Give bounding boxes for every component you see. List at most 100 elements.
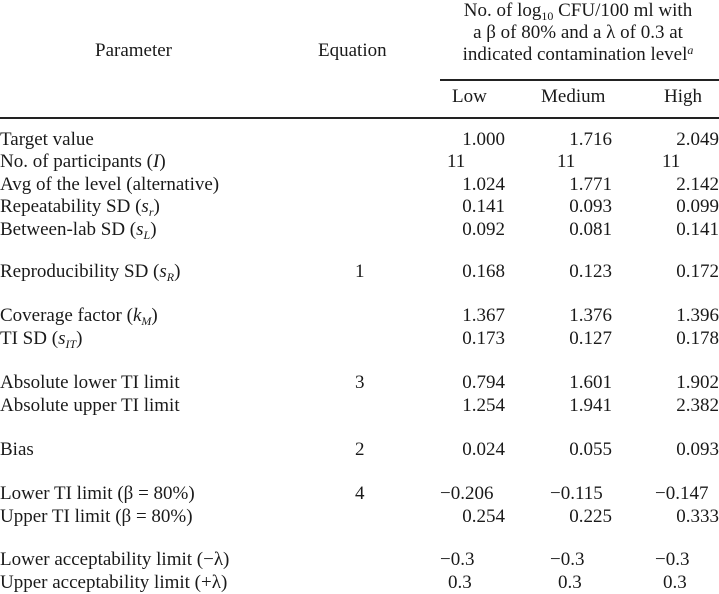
equation-number: 4 <box>355 483 365 504</box>
cell-low: 0.141 <box>462 196 505 217</box>
cell-low: 0.254 <box>462 506 505 527</box>
column-header-medium: Medium <box>541 86 606 107</box>
cell-high: 11 <box>662 151 681 172</box>
row-label-symbol: s <box>136 219 144 240</box>
cell-high: 2.142 <box>676 174 719 195</box>
row-label: Between-lab SD (sL) <box>0 219 157 241</box>
row-label-text: Reproducibility SD ( <box>0 261 160 282</box>
row-label-symbol: s <box>58 328 66 349</box>
equation-number: 1 <box>355 261 365 282</box>
row-label-text: Target value <box>0 129 94 150</box>
span-rule <box>440 79 719 81</box>
row-label: Bias <box>0 439 34 461</box>
cell-high: 0.3 <box>663 572 687 593</box>
row-label-subscript: IT <box>65 337 77 351</box>
cell-low: −0.3 <box>440 549 475 570</box>
row-label-text: Lower TI limit (β = 80%) <box>0 483 195 504</box>
cell-high: 0.333 <box>676 506 719 527</box>
cell-low: 1.000 <box>462 129 505 150</box>
cell-medium: −0.3 <box>550 549 585 570</box>
cell-high: −0.3 <box>655 549 690 570</box>
cell-low: 11 <box>447 151 466 172</box>
cell-high: 2.049 <box>676 129 719 150</box>
header-rule <box>0 117 719 119</box>
row-label: Avg of the level (alternative) <box>0 174 219 196</box>
span-line2: a β of 80% and a λ of 0.3 at <box>473 22 683 43</box>
row-label: TI SD (sIT) <box>0 328 82 350</box>
cell-low: 0.794 <box>462 372 505 393</box>
row-label-subscript: R <box>166 270 175 284</box>
row-label-text: Absolute upper TI limit <box>0 395 180 416</box>
column-header-high: High <box>664 86 702 107</box>
cell-medium: 0.123 <box>569 261 612 282</box>
row-label: No. of participants (I) <box>0 151 166 173</box>
cell-high: 0.141 <box>676 219 719 240</box>
cell-medium: 1.941 <box>569 395 612 416</box>
column-header-low: Low <box>452 86 487 107</box>
row-label: Repeatability SD (sr) <box>0 196 160 218</box>
cell-medium: 0.3 <box>558 572 582 593</box>
cell-low: 0.092 <box>462 219 505 240</box>
row-label-subscript: r <box>148 205 154 219</box>
cell-medium: 0.093 <box>569 196 612 217</box>
row-label-text: No. of participants ( <box>0 151 154 172</box>
row-label: Absolute lower TI limit <box>0 372 180 394</box>
row-label: Upper acceptability limit (+λ) <box>0 572 227 594</box>
cell-high: 0.093 <box>676 439 719 460</box>
cell-medium: 1.716 <box>569 129 612 150</box>
cell-high: 1.902 <box>676 372 719 393</box>
row-label: Lower TI limit (β = 80%) <box>0 483 195 505</box>
row-label-close: ) <box>159 151 166 172</box>
footnote-marker: a <box>687 43 694 57</box>
cell-medium: 0.081 <box>569 219 612 240</box>
row-label-text: Between-lab SD ( <box>0 219 137 240</box>
cell-high: 0.099 <box>676 196 719 217</box>
row-label-subscript: M <box>141 314 152 328</box>
row-label: Coverage factor (kM) <box>0 305 158 327</box>
cell-medium: 1.376 <box>569 305 612 326</box>
row-label-symbol: k <box>132 305 142 326</box>
row-label-text: Absolute lower TI limit <box>0 372 180 393</box>
row-label-text: Avg of the level (alternative) <box>0 174 220 195</box>
cell-low: 1.024 <box>462 174 505 195</box>
cell-high: 2.382 <box>676 395 719 416</box>
cell-medium: 1.771 <box>569 174 612 195</box>
column-header-parameter: Parameter <box>95 40 173 61</box>
span-line1-pre: No. of log <box>463 0 542 21</box>
row-label-text: Bias <box>0 439 34 460</box>
cell-medium: 11 <box>557 151 576 172</box>
cell-low: 0.3 <box>448 572 472 593</box>
column-header-equation: Equation <box>318 40 387 61</box>
row-label-symbol: s <box>141 196 149 217</box>
equation-number: 2 <box>355 439 365 460</box>
cell-medium: 0.127 <box>569 328 612 349</box>
row-label: Upper TI limit (β = 80%) <box>0 506 193 528</box>
row-label-text: Upper TI limit (β = 80%) <box>0 506 193 527</box>
row-label-close: ) <box>76 328 83 349</box>
row-label-text: Coverage factor ( <box>0 305 133 326</box>
cell-high: 1.396 <box>676 305 719 326</box>
cell-low: 0.024 <box>462 439 505 460</box>
row-label: Reproducibility SD (sR) <box>0 261 180 283</box>
cell-medium: 0.055 <box>569 439 612 460</box>
row-label-text: Lower acceptability limit (−λ) <box>0 549 230 570</box>
equation-number: 3 <box>355 372 365 393</box>
cell-low: 1.367 <box>462 305 505 326</box>
row-label-close: ) <box>174 261 181 282</box>
row-label-close: ) <box>151 305 158 326</box>
cell-medium: −0.115 <box>550 483 603 504</box>
row-label-text: Upper acceptability limit (+λ) <box>0 572 228 593</box>
span-line3: indicated contamination level <box>462 44 688 65</box>
cell-low: 0.168 <box>462 261 505 282</box>
cell-medium: 0.225 <box>569 506 612 527</box>
row-label-symbol: I <box>153 151 160 172</box>
row-label: Lower acceptability limit (−λ) <box>0 549 229 571</box>
cell-high: −0.147 <box>655 483 709 504</box>
cell-low: 0.173 <box>462 328 505 349</box>
cell-high: 0.172 <box>676 261 719 282</box>
row-label: Absolute upper TI limit <box>0 395 180 417</box>
cell-high: 0.178 <box>676 328 719 349</box>
row-label-subscript: L <box>143 228 151 242</box>
row-label: Target value <box>0 129 94 151</box>
row-label-text: Repeatability SD ( <box>0 196 142 217</box>
